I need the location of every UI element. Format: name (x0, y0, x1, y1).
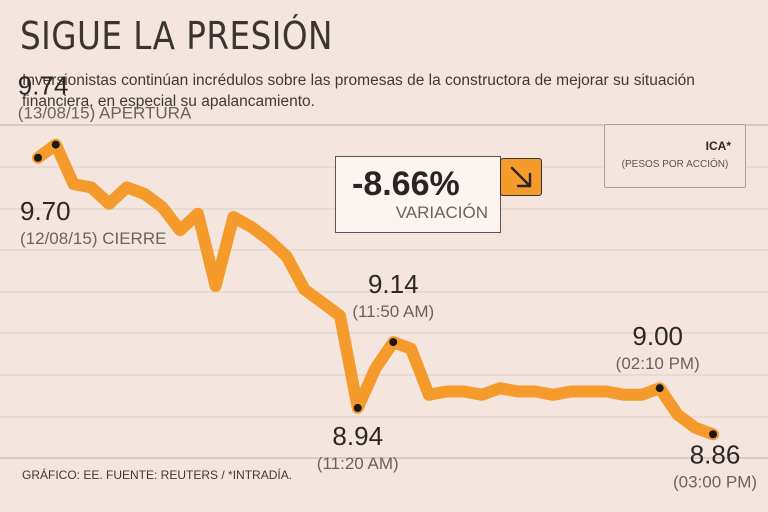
unit-label: (PESOS POR ACCIÓN) (621, 159, 729, 170)
page-title: SIGUE LA PRESIÓN (20, 14, 333, 58)
data-label-value: 9.14 (368, 269, 419, 299)
variation-label: VARIACIÓN (395, 203, 488, 222)
footer-source: GRÁFICO: EE. FUENTE: REUTERS / *INTRADÍA… (22, 468, 293, 482)
page-subtitle: Inversionistas continúan incrédulos sobr… (22, 72, 695, 110)
data-markers (34, 140, 717, 439)
data-point-marker (353, 403, 362, 412)
variation-value: -8.66% (352, 165, 460, 203)
data-labels: 9.70 (12/08/15) CIERRE 9.74 (13/08/15) APER… (18, 71, 757, 492)
data-point-marker (389, 338, 398, 347)
data-label-time: (03:00 PM) (673, 472, 757, 491)
data-label-value: 9.74 (18, 71, 69, 101)
data-label-value: 8.86 (690, 439, 741, 469)
ticker-badge: ICA* (PESOS POR ACCIÓN) (604, 124, 746, 188)
data-label-time: (02:10 PM) (616, 354, 700, 373)
data-point-marker (34, 153, 42, 162)
data-label-value: 9.00 (632, 321, 683, 351)
arrow-down-right-icon (500, 158, 542, 196)
series-line-ica (32, 138, 719, 441)
data-label-value: 9.70 (20, 196, 71, 226)
ticker-label: ICA* (705, 139, 731, 153)
data-point-marker (709, 430, 717, 439)
data-label-value: 8.94 (332, 421, 383, 451)
grid-lines (0, 124, 768, 459)
data-point-marker (655, 384, 664, 393)
data-label-time: (11:50 AM) (352, 302, 434, 321)
data-point-marker (51, 140, 60, 149)
variation-box: -8.66% VARIACIÓN (335, 156, 501, 233)
data-label-time: (13/08/15) APERTURA (18, 104, 192, 123)
data-label-time: (11:20 AM) (317, 454, 399, 473)
data-label-time: (12/08/15) CIERRE (20, 229, 166, 248)
